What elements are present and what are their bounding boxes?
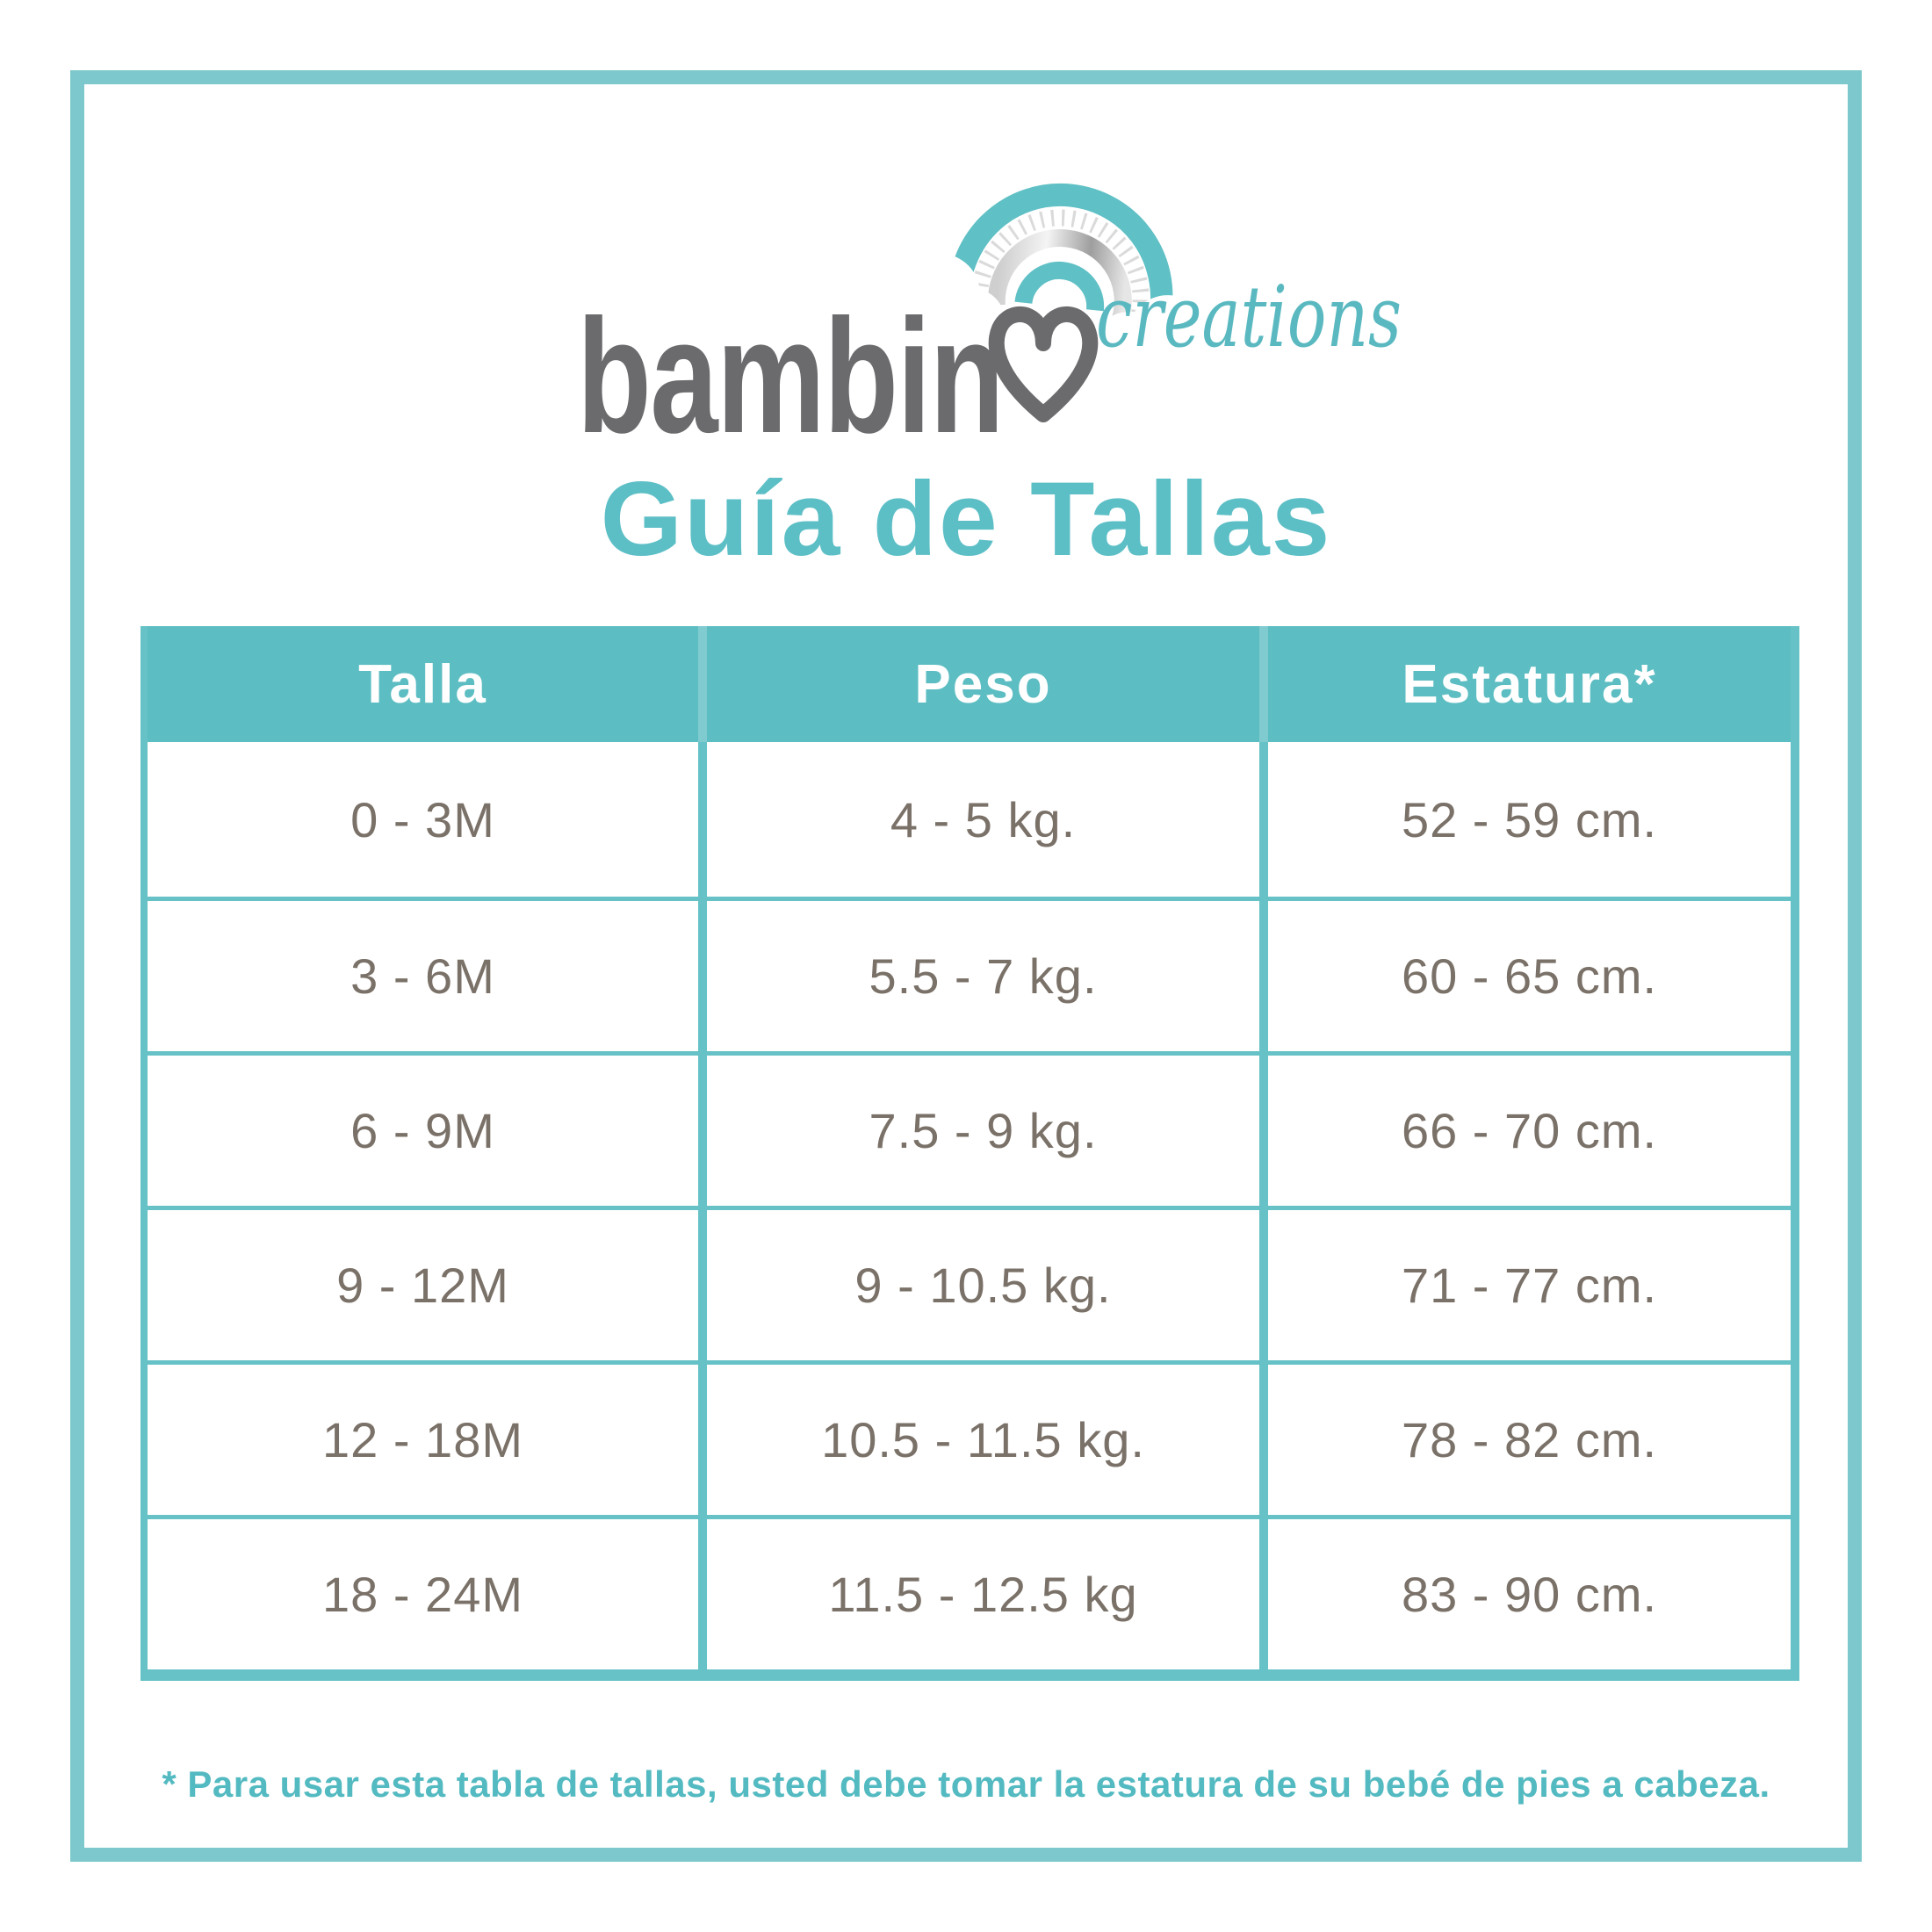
cell-estatura: 78 - 82 cm.: [1259, 1365, 1791, 1515]
cell-peso: 11.5 - 12.5 kg: [698, 1519, 1259, 1669]
cell-peso: 10.5 - 11.5 kg.: [698, 1365, 1259, 1515]
cell-talla: 12 - 18M: [322, 1412, 523, 1467]
page-title: Guía de Tallas: [600, 460, 1332, 578]
cell-peso: 9 - 10.5 kg.: [698, 1210, 1259, 1360]
cell-peso: 4 - 5 kg.: [698, 742, 1259, 897]
cell-estatura: 60 - 65 cm.: [1259, 901, 1791, 1051]
measurement-footnote: * Para usar esta tabla de tallas, usted …: [162, 1763, 1770, 1805]
cell-talla: 6 - 9M: [350, 1103, 495, 1158]
header-cell-talla: Talla: [358, 653, 487, 715]
brand-logo-graphic: bambin creations: [577, 183, 1402, 467]
cell-estatura: 66 - 70 cm.: [1259, 1056, 1791, 1206]
size-table-header-row: Talla Peso Estatura*: [148, 626, 1791, 742]
rainbow-icon: [898, 183, 1240, 380]
cell-talla: 3 - 6M: [350, 948, 495, 1004]
cloud-icon: [898, 253, 1240, 380]
brand-script: creations: [1096, 268, 1402, 366]
table-row: 0 - 3M 4 - 5 kg. 52 - 59 cm.: [148, 742, 1791, 897]
table-row: 12 - 18M 10.5 - 11.5 kg. 78 - 82 cm.: [148, 1360, 1791, 1515]
cell-estatura: 83 - 90 cm.: [1259, 1519, 1791, 1669]
table-row: 18 - 24M 11.5 - 12.5 kg 83 - 90 cm.: [148, 1515, 1791, 1669]
header-cell-estatura: Estatura*: [1259, 626, 1791, 742]
size-table: Talla Peso Estatura* 0 - 3M 4 - 5 kg. 52…: [141, 626, 1799, 1681]
table-row: 6 - 9M 7.5 - 9 kg. 66 - 70 cm.: [148, 1051, 1791, 1206]
table-row: 9 - 12M 9 - 10.5 kg. 71 - 77 cm.: [148, 1206, 1791, 1360]
cell-talla: 18 - 24M: [322, 1567, 523, 1622]
cell-talla: 0 - 3M: [350, 791, 495, 847]
heart-o-icon: [988, 306, 1099, 422]
cell-estatura: 52 - 59 cm.: [1259, 742, 1791, 897]
header-cell-peso: Peso: [698, 626, 1259, 742]
brand-wordmark: bambin: [577, 286, 1003, 439]
cell-peso: 5.5 - 7 kg.: [698, 901, 1259, 1051]
brand-logo: bambin creations: [553, 149, 1414, 467]
cell-estatura: 71 - 77 cm.: [1259, 1210, 1791, 1360]
cell-peso: 7.5 - 9 kg.: [698, 1056, 1259, 1206]
cell-talla: 9 - 12M: [336, 1258, 509, 1313]
table-row: 3 - 6M 5.5 - 7 kg. 60 - 65 cm.: [148, 897, 1791, 1051]
